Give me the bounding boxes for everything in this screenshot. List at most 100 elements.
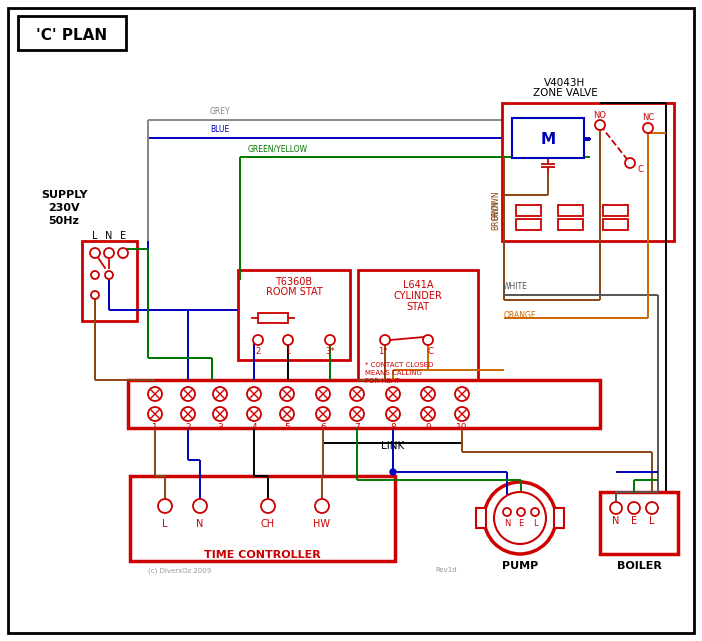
- Circle shape: [595, 120, 605, 130]
- Circle shape: [118, 248, 128, 258]
- Text: 'C' PLAN: 'C' PLAN: [37, 28, 107, 44]
- Circle shape: [503, 508, 511, 516]
- Circle shape: [390, 469, 396, 475]
- Circle shape: [315, 499, 329, 513]
- Text: BOILER: BOILER: [616, 561, 661, 571]
- Text: V4043H: V4043H: [544, 78, 585, 88]
- Text: Rev1d: Rev1d: [435, 567, 456, 573]
- Text: E: E: [631, 516, 637, 526]
- Circle shape: [421, 407, 435, 421]
- Text: NC: NC: [642, 113, 654, 122]
- Circle shape: [253, 335, 263, 345]
- Circle shape: [261, 499, 275, 513]
- Text: N: N: [105, 231, 113, 241]
- Circle shape: [181, 407, 195, 421]
- Circle shape: [386, 387, 400, 401]
- Text: (c) DiverxOz 2009: (c) DiverxOz 2009: [148, 567, 211, 574]
- Text: NO: NO: [593, 110, 607, 119]
- Text: 6: 6: [320, 422, 326, 431]
- Bar: [603, 219, 628, 230]
- Text: BROWN: BROWN: [491, 200, 500, 230]
- Text: 2: 2: [185, 422, 191, 431]
- Circle shape: [105, 271, 113, 279]
- Text: L641A: L641A: [403, 280, 433, 290]
- Circle shape: [104, 248, 114, 258]
- Text: GREY: GREY: [210, 107, 231, 116]
- Bar: [558, 205, 583, 216]
- Bar: [130, 476, 395, 561]
- Text: N: N: [197, 519, 204, 529]
- Circle shape: [517, 508, 525, 516]
- Text: 3*: 3*: [325, 347, 335, 356]
- Text: 50Hz: 50Hz: [48, 216, 79, 226]
- Circle shape: [421, 387, 435, 401]
- Text: WHITE: WHITE: [503, 282, 528, 291]
- Text: E: E: [518, 519, 524, 528]
- Circle shape: [484, 482, 556, 554]
- Circle shape: [350, 407, 364, 421]
- Circle shape: [247, 407, 261, 421]
- Circle shape: [325, 335, 335, 345]
- Circle shape: [193, 499, 207, 513]
- Bar: [554, 508, 564, 528]
- Circle shape: [91, 291, 99, 299]
- Circle shape: [247, 387, 261, 401]
- Circle shape: [380, 335, 390, 345]
- Bar: [476, 508, 486, 528]
- Bar: [238, 270, 350, 360]
- Text: CH: CH: [261, 519, 275, 529]
- Text: E: E: [120, 231, 126, 241]
- Text: N: N: [504, 519, 510, 528]
- Bar: [512, 118, 584, 158]
- Bar: [516, 219, 541, 230]
- Text: LINK: LINK: [381, 441, 404, 451]
- Text: M: M: [541, 133, 555, 147]
- Bar: [558, 219, 583, 230]
- Text: L: L: [92, 231, 98, 241]
- Circle shape: [628, 502, 640, 514]
- Text: L: L: [533, 519, 537, 528]
- Text: SUPPLY: SUPPLY: [41, 190, 87, 200]
- Text: 5: 5: [284, 422, 290, 431]
- Text: CYLINDER: CYLINDER: [394, 291, 442, 301]
- Circle shape: [280, 387, 294, 401]
- Text: 1: 1: [286, 347, 291, 356]
- Text: 10: 10: [456, 422, 468, 431]
- Circle shape: [213, 387, 227, 401]
- Circle shape: [316, 407, 330, 421]
- Circle shape: [148, 407, 162, 421]
- Circle shape: [455, 387, 469, 401]
- Circle shape: [283, 335, 293, 345]
- Text: 230V: 230V: [48, 203, 80, 213]
- Bar: [516, 205, 541, 216]
- Text: L: L: [649, 516, 655, 526]
- Circle shape: [316, 387, 330, 401]
- Circle shape: [91, 271, 99, 279]
- Circle shape: [90, 248, 100, 258]
- Circle shape: [643, 123, 653, 133]
- Text: HW: HW: [314, 519, 331, 529]
- Text: ORANGE: ORANGE: [504, 311, 536, 320]
- Circle shape: [181, 387, 195, 401]
- Bar: [18, 16, 126, 50]
- Text: BLUE: BLUE: [210, 125, 230, 134]
- Bar: [128, 380, 600, 428]
- Circle shape: [610, 502, 622, 514]
- Circle shape: [148, 387, 162, 401]
- Circle shape: [350, 387, 364, 401]
- Text: STAT: STAT: [406, 302, 430, 312]
- Bar: [358, 270, 478, 390]
- Text: 8: 8: [390, 422, 396, 431]
- Text: 3: 3: [217, 422, 223, 431]
- Text: C: C: [638, 165, 644, 174]
- Text: TIME CONTROLLER: TIME CONTROLLER: [204, 550, 320, 560]
- Circle shape: [455, 407, 469, 421]
- Text: 2: 2: [256, 347, 260, 356]
- Text: FOR HEAT: FOR HEAT: [365, 378, 399, 384]
- Bar: [603, 205, 628, 216]
- Circle shape: [625, 158, 635, 168]
- Circle shape: [280, 407, 294, 421]
- Text: 4: 4: [251, 422, 257, 431]
- Circle shape: [531, 508, 539, 516]
- Circle shape: [494, 492, 546, 544]
